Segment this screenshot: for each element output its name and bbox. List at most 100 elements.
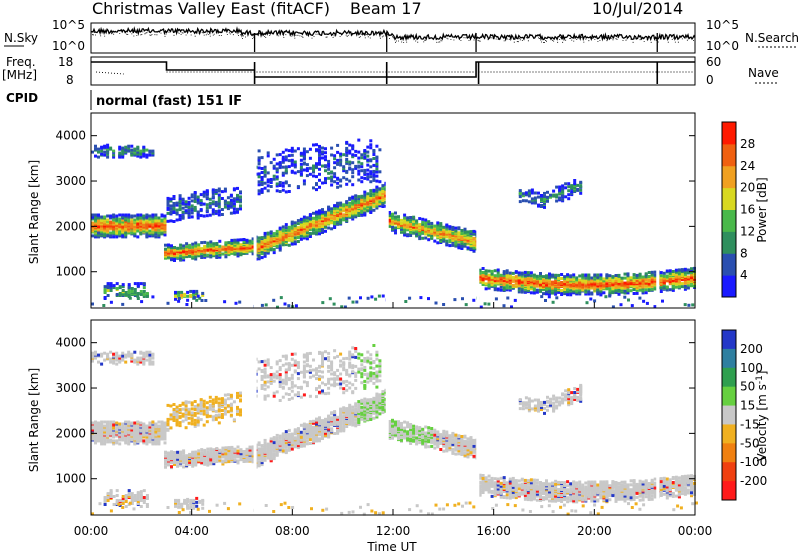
power-cell bbox=[212, 195, 215, 198]
velocity-cell bbox=[300, 431, 303, 434]
velocity-cell bbox=[109, 439, 112, 442]
power-cell bbox=[544, 299, 547, 302]
power-cell bbox=[218, 240, 221, 243]
power-cell bbox=[294, 221, 297, 224]
power-cell bbox=[154, 217, 157, 220]
power-cell bbox=[110, 282, 113, 285]
power-cell bbox=[106, 156, 109, 159]
power-cell bbox=[270, 234, 273, 237]
power-cell bbox=[318, 173, 321, 176]
power-cell bbox=[354, 150, 357, 153]
power-cell bbox=[394, 226, 397, 229]
power-cell bbox=[100, 220, 103, 223]
power-cell bbox=[367, 297, 370, 300]
power-cell bbox=[297, 226, 300, 229]
velocity-cell bbox=[237, 446, 240, 449]
power-cell bbox=[461, 297, 464, 300]
power-cell bbox=[412, 223, 415, 226]
power-cell bbox=[645, 272, 648, 275]
power-cell bbox=[185, 303, 188, 306]
power-cell bbox=[97, 214, 100, 217]
power-cell bbox=[167, 244, 170, 247]
power-cell bbox=[303, 169, 306, 172]
power-cell bbox=[300, 152, 303, 155]
power-cell bbox=[142, 215, 145, 218]
power-cell bbox=[151, 214, 154, 217]
power-cell bbox=[206, 206, 209, 209]
power-cell bbox=[548, 276, 551, 279]
power-cell bbox=[239, 195, 242, 198]
power-cell bbox=[336, 182, 339, 185]
power-cell bbox=[236, 194, 239, 197]
velocity-cell bbox=[258, 460, 261, 463]
power-cell bbox=[593, 274, 596, 277]
velocity-cell bbox=[294, 436, 297, 439]
power-cell bbox=[548, 295, 551, 298]
power-cell bbox=[690, 267, 693, 270]
power-cell bbox=[327, 206, 330, 209]
power-cell bbox=[359, 296, 362, 299]
power-cell bbox=[627, 299, 630, 302]
power-cell bbox=[177, 291, 180, 294]
power-cell bbox=[531, 192, 534, 195]
velocity-cell bbox=[164, 422, 167, 425]
power-cell bbox=[570, 190, 573, 193]
power-cell bbox=[602, 277, 605, 280]
power-cell bbox=[321, 157, 324, 160]
power-cell bbox=[333, 175, 336, 178]
power-cell bbox=[239, 204, 242, 207]
power-cell bbox=[372, 157, 375, 160]
velocity-cell bbox=[267, 443, 270, 446]
power-cell bbox=[560, 281, 563, 284]
power-cell bbox=[567, 189, 570, 192]
power-cell bbox=[143, 293, 146, 296]
velocity-cell bbox=[148, 440, 151, 443]
power-cell bbox=[321, 222, 324, 225]
power-cell bbox=[297, 185, 300, 188]
power-cell bbox=[294, 161, 297, 164]
velocity-cell bbox=[164, 466, 167, 469]
velocity-cell bbox=[227, 446, 230, 449]
power-cell bbox=[579, 192, 582, 195]
power-cell bbox=[116, 293, 119, 296]
power-cell bbox=[206, 209, 209, 212]
power-cell bbox=[473, 230, 476, 233]
power-cell bbox=[560, 277, 563, 280]
velocity-cell bbox=[324, 418, 327, 421]
power-cell bbox=[264, 232, 267, 235]
power-cell bbox=[412, 216, 415, 219]
power-cell bbox=[540, 204, 543, 207]
power-cell bbox=[333, 180, 336, 183]
power-cell bbox=[294, 150, 297, 153]
power-cell bbox=[179, 247, 182, 250]
power-cell bbox=[381, 187, 384, 190]
power-cell bbox=[348, 180, 351, 183]
power-cell bbox=[372, 179, 375, 182]
power-cell bbox=[104, 288, 107, 291]
velocity-cell bbox=[291, 448, 294, 451]
power-cell bbox=[666, 275, 669, 278]
power-cell bbox=[354, 154, 357, 157]
power-cell bbox=[408, 297, 411, 300]
power-cell bbox=[363, 194, 366, 197]
power-cell bbox=[382, 295, 385, 298]
power-cell bbox=[681, 268, 684, 271]
power-cell bbox=[406, 233, 409, 236]
power-cell bbox=[273, 175, 276, 178]
power-cell bbox=[154, 235, 157, 238]
power-cell bbox=[333, 157, 336, 160]
power-cell bbox=[224, 241, 227, 244]
power-cell bbox=[173, 207, 176, 210]
power-cell bbox=[482, 271, 485, 274]
power-cell bbox=[369, 189, 372, 192]
power-cell bbox=[151, 150, 154, 153]
power-cell bbox=[663, 272, 666, 275]
power-cell bbox=[140, 282, 143, 285]
power-cell bbox=[633, 276, 636, 279]
power-cell bbox=[363, 149, 366, 152]
power-cell bbox=[333, 166, 336, 169]
power-cell bbox=[369, 146, 372, 149]
velocity-cell bbox=[309, 420, 312, 423]
power-cell bbox=[215, 189, 218, 192]
power-cell bbox=[176, 219, 179, 222]
